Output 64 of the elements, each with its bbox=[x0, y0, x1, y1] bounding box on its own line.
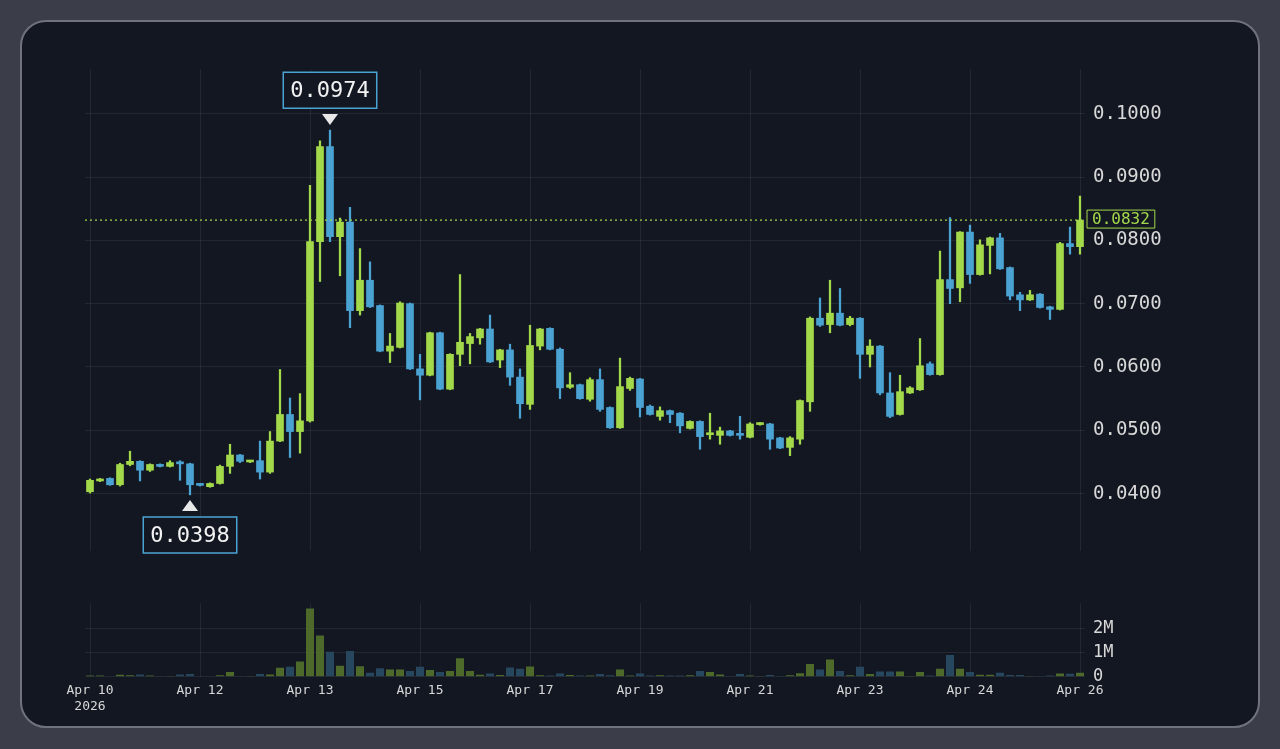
bar bbox=[276, 667, 284, 677]
x-tick-label: Apr 12 bbox=[176, 681, 224, 697]
bar bbox=[836, 671, 844, 677]
x-tick-label: Apr 23 bbox=[836, 681, 884, 697]
bar bbox=[896, 671, 904, 677]
bar bbox=[446, 671, 454, 677]
bar bbox=[636, 673, 644, 677]
bar bbox=[706, 671, 714, 677]
bar bbox=[326, 651, 334, 677]
bar bbox=[486, 673, 494, 677]
bar bbox=[466, 671, 474, 677]
bar bbox=[336, 665, 344, 677]
bar bbox=[456, 658, 464, 677]
bar bbox=[516, 668, 524, 677]
bar bbox=[376, 668, 384, 677]
bar bbox=[916, 671, 924, 677]
x-tick-label: Apr 24 bbox=[946, 681, 994, 697]
bar bbox=[296, 661, 304, 677]
bar bbox=[856, 666, 864, 677]
bar bbox=[356, 666, 364, 677]
bar bbox=[406, 671, 414, 677]
bar bbox=[226, 671, 234, 677]
y-tick-label: 0.0500 bbox=[1093, 417, 1162, 440]
y-tick-label: 0.0800 bbox=[1093, 227, 1162, 250]
candlestick bbox=[756, 422, 764, 426]
x-tick-label: Apr 10 2026 bbox=[66, 681, 114, 713]
bar bbox=[346, 650, 354, 677]
bar bbox=[556, 673, 564, 677]
annotation: 0.0974 bbox=[290, 76, 370, 102]
y-tick-label: 1M bbox=[1093, 641, 1114, 662]
bar bbox=[416, 666, 424, 677]
bar bbox=[426, 670, 434, 677]
bar bbox=[806, 664, 814, 677]
x-tick-label: Apr 19 bbox=[616, 681, 664, 697]
y-tick-label: 0.0600 bbox=[1093, 353, 1162, 376]
bar bbox=[956, 668, 964, 677]
candlestick bbox=[566, 372, 574, 389]
y-tick-label: 2M bbox=[1093, 616, 1114, 637]
y-tick-label: 0.0400 bbox=[1093, 480, 1162, 503]
y-tick-label: 0.1000 bbox=[1093, 100, 1162, 123]
bar bbox=[886, 671, 894, 677]
bar bbox=[436, 671, 444, 677]
x-tick-label: Apr 13 bbox=[286, 681, 334, 697]
x-tick-label: Apr 21 bbox=[726, 681, 774, 697]
y-tick-label: 0.0700 bbox=[1093, 290, 1162, 313]
y-tick-label: 0.0900 bbox=[1093, 163, 1162, 186]
candlestick bbox=[246, 459, 254, 463]
x-tick-label: Apr 17 bbox=[506, 681, 554, 697]
bar bbox=[936, 668, 944, 677]
bar bbox=[316, 635, 324, 677]
bar bbox=[946, 655, 954, 677]
ref-line-label: 0.0832 bbox=[1092, 209, 1150, 229]
bar bbox=[286, 666, 294, 677]
bar bbox=[526, 666, 534, 677]
bar bbox=[696, 671, 704, 677]
bar bbox=[1056, 673, 1064, 677]
bar bbox=[876, 671, 884, 677]
annotation: 0.0398 bbox=[150, 521, 230, 547]
bar bbox=[306, 608, 314, 677]
x-tick-label: Apr 15 bbox=[396, 681, 444, 697]
bar bbox=[826, 659, 834, 677]
bar bbox=[796, 673, 804, 677]
bar bbox=[506, 667, 514, 677]
bar bbox=[966, 671, 974, 677]
